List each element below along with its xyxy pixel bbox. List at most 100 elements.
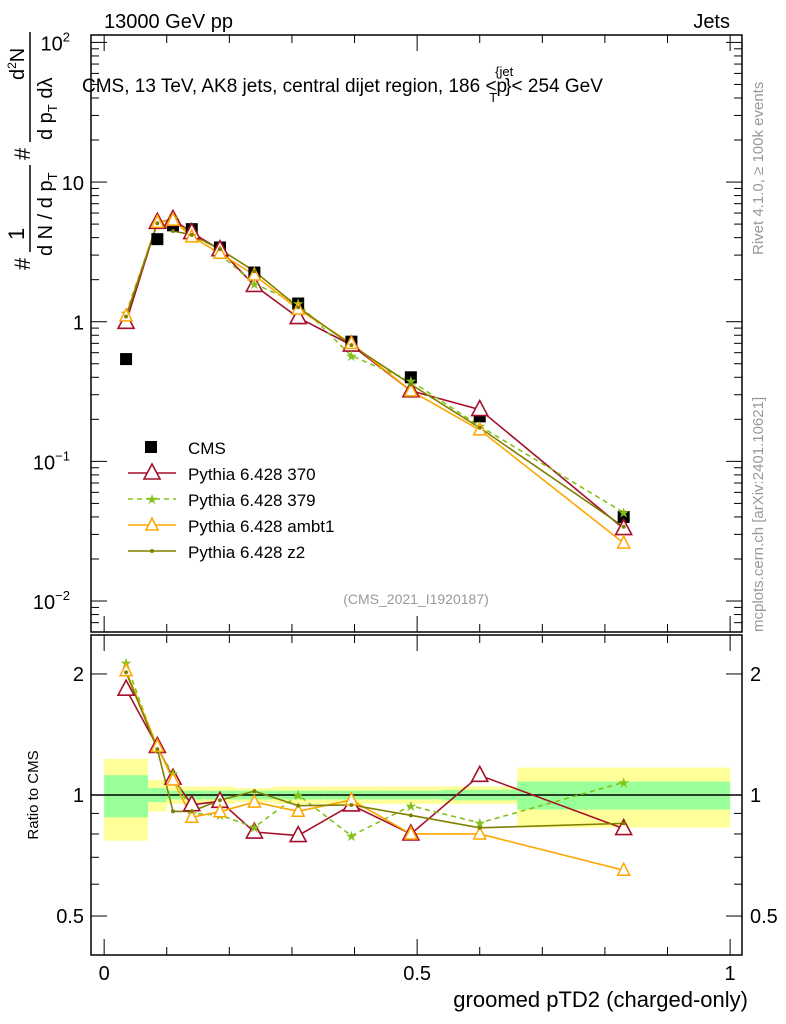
series-3-ratio-point	[349, 802, 354, 807]
series-3-point	[155, 221, 160, 226]
series-3-point	[189, 232, 194, 237]
main-plot-frame	[90, 34, 743, 633]
legend: CMS Pythia 6.428 370 ★ Pythia 6.428 379 Pyth…	[128, 439, 334, 562]
series-2-ratio-point	[150, 737, 165, 753]
series-1-ratio-point: ★	[617, 774, 630, 790]
svg-text:d pT dλ: d pT dλ	[35, 78, 60, 140]
plot-title: CMS, 13 TeV, AK8 jets, central dijet reg…	[82, 64, 603, 105]
plot-title-sub: T	[489, 90, 497, 105]
y-tick-label: 10−1	[33, 448, 70, 474]
header-right: Jets	[693, 11, 730, 33]
series-2-point	[616, 534, 631, 549]
svg-text:d2N: d2N	[5, 48, 29, 80]
cms-data-point	[617, 510, 630, 523]
ratio-tick-label-right: 2	[750, 664, 761, 686]
y-label-num1: 1	[4, 228, 29, 240]
series-3-point	[408, 382, 413, 387]
series-3-ratio-point	[124, 670, 129, 675]
series-2-ratio-point	[184, 808, 199, 823]
series-3-point	[621, 524, 626, 529]
series-0-ratio-point	[245, 821, 264, 839]
ratio-tick-label-left: 2	[73, 664, 84, 686]
x-tick-label: 0	[99, 963, 110, 985]
legend-marker-0	[142, 462, 162, 480]
y-tick-label: 102	[41, 29, 70, 55]
series-2-ratio-point	[118, 662, 134, 677]
stat-uncertainty-band	[104, 775, 148, 818]
ratio-uncertainty-bands	[91, 758, 742, 841]
axis-ticks: 0 0.5 1 102 10 1 10−1 10−2 2 2 1 1 0.5 0.5	[33, 29, 778, 985]
series-0-ratio-point	[614, 817, 634, 836]
plot-title-sup: {jet	[495, 64, 513, 79]
x-axis-label: groomed pTD2 (charged-only)	[453, 987, 748, 1012]
series-2-ratio-point	[290, 802, 306, 818]
y-tick-label: 1	[73, 313, 84, 335]
analysis-watermark: (CMS_2021_I1920187)	[343, 591, 489, 607]
ratio-tick-label-left: 0.5	[56, 906, 84, 928]
y-axis-label: # 1 d N / d pT # d2N d pT dλ	[4, 32, 60, 270]
y-label-hash1: #	[10, 257, 35, 270]
legend-marker-cms	[145, 441, 157, 453]
series-3-ratio-point	[621, 821, 626, 826]
svg-text:d N / d pT: d N / d pT	[35, 172, 60, 256]
legend-marker-3	[150, 549, 154, 553]
series-2-ratio-point	[472, 825, 487, 840]
series-0-ratio-point	[288, 824, 308, 843]
y-tick-label: 10−2	[33, 588, 70, 614]
series-3-point	[349, 343, 354, 348]
series-1-ratio-point: ★	[248, 819, 261, 835]
series-3-point	[124, 314, 129, 319]
y-label-den1-sub: T	[45, 172, 60, 180]
series-0-point	[245, 274, 264, 293]
plot-title-end: }< 254 GeV	[505, 76, 603, 97]
legend-marker-1: ★	[146, 491, 159, 507]
legend-marker-2	[144, 516, 160, 531]
y-label-num2-end: N	[7, 48, 29, 62]
cms-data-point	[151, 233, 164, 246]
ratio-tick-label-right: 0.5	[750, 906, 778, 928]
y-tick-label: 10	[62, 173, 84, 195]
series-3-point	[477, 425, 482, 430]
series-3-ratio-point	[155, 747, 160, 752]
ratio-y-axis-label: Ratio to CMS	[25, 750, 42, 839]
plot-title-main: CMS, 13 TeV, AK8 jets, central dijet reg…	[82, 76, 507, 97]
series-1-ratio-point: ★	[473, 815, 486, 831]
cms-data-point	[120, 353, 133, 366]
series-markers: ★★★★★★★★★★★★★★★★★★★★★★	[116, 208, 634, 876]
series-3-point	[171, 229, 176, 234]
series-2-ratio-point	[165, 771, 181, 786]
legend-label-cms: CMS	[188, 439, 226, 458]
y-label-den2-sub: T	[45, 104, 60, 112]
series-0-point	[288, 306, 308, 325]
x-tick-label: 0.5	[403, 963, 431, 985]
series-3-ratio-point	[252, 789, 257, 794]
series-1-ratio-point: ★	[405, 798, 418, 814]
series-1-ratio-point: ★	[292, 787, 305, 803]
series-3-ratio-point	[171, 809, 176, 814]
ratio-tick-label-right: 1	[750, 785, 761, 807]
series-0-ratio-point	[470, 764, 490, 783]
legend-label-1: Pythia 6.428 379	[188, 491, 316, 510]
mcplots-label: mcplots.cern.ch [arXiv:2401.10621]	[750, 397, 767, 632]
cms-data-point	[404, 371, 417, 384]
y-label-hash2: #	[10, 147, 35, 160]
series-2-point	[212, 244, 228, 260]
series-2-ratio-point	[247, 793, 262, 808]
y-label-num2-sup: 2	[5, 62, 19, 69]
series-3-point	[296, 305, 301, 310]
series-2-point	[247, 266, 262, 281]
series-3-point	[252, 269, 257, 274]
legend-label-3: Pythia 6.428 z2	[188, 543, 305, 562]
series-2-point	[403, 382, 419, 397]
series-1-point: ★	[345, 348, 358, 364]
series-0-ratio-point	[116, 678, 136, 696]
ratio-tick-label-left: 1	[73, 785, 84, 807]
legend-label-0: Pythia 6.428 370	[188, 465, 316, 484]
series-1-ratio-point: ★	[345, 828, 358, 844]
x-tick-label: 1	[725, 963, 736, 985]
y-label-den2-end: dλ	[35, 78, 57, 105]
series-2-point	[165, 211, 181, 226]
series-2-ratio-point	[212, 803, 228, 818]
series-3-ratio-point	[408, 813, 413, 818]
